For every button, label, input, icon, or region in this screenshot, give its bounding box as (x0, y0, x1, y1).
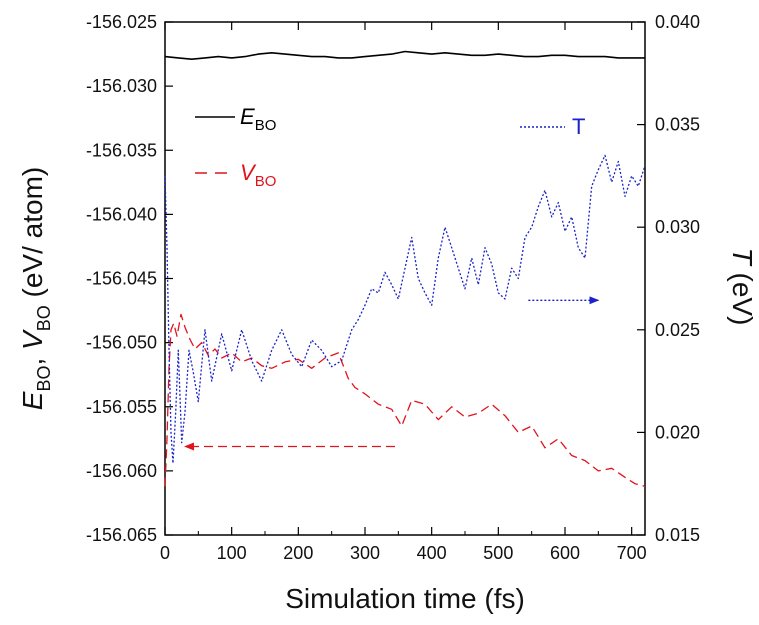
y-left-axis-label: EBO, VBO (eV/ atom) (17, 167, 54, 410)
legend-label-t: T (572, 114, 585, 139)
y-right-tick-label: 0.035 (655, 115, 700, 135)
y-right-tick-label: 0.020 (655, 422, 700, 442)
y-right-tick-label: 0.030 (655, 217, 700, 237)
legend-main: T (572, 114, 585, 139)
x-tick-label: 700 (617, 543, 647, 563)
x-tick-label: 300 (350, 543, 380, 563)
plot-frame (164, 21, 646, 536)
y-left-tick-label: -156.055 (86, 397, 157, 417)
series-line-t (164, 154, 646, 464)
y-left-label-sep: , (17, 350, 48, 366)
y-left-tick-label: -156.025 (86, 12, 157, 32)
y-right-label-main: T (727, 248, 758, 267)
legend-label-e-bo: EBO (240, 104, 276, 134)
y-left-tick-label: -156.045 (86, 269, 157, 289)
x-tick-label: 200 (283, 543, 313, 563)
y-left-tick-label: -156.040 (86, 204, 157, 224)
series-line-e-bo (164, 50, 645, 61)
series-layer (164, 50, 646, 487)
legend-main: V (240, 160, 257, 185)
y-left-label-main1: E (17, 391, 48, 410)
y-right-tick-label: 0.040 (655, 12, 700, 32)
y-right-axis-label: T (eV) (727, 248, 758, 326)
y-left-tick-label: -156.030 (86, 76, 157, 96)
annotations (184, 296, 600, 451)
plot-area-border (164, 21, 646, 536)
y-left-tick-label: -156.060 (86, 461, 157, 481)
y-left-label-main2: V (17, 329, 48, 350)
x-tick-label: 100 (217, 543, 247, 563)
y-left-label-unit: (eV/ atom) (17, 167, 48, 305)
legend-sub: BO (255, 173, 277, 190)
y-left-label-sub1: BO (34, 366, 54, 392)
x-tick-label: 600 (550, 543, 580, 563)
x-tick-label: 500 (483, 543, 513, 563)
legend-main: E (240, 104, 255, 129)
y-right-tick-label: 0.015 (655, 525, 700, 545)
legend-label-v-bo: VBO (240, 160, 276, 190)
y-left-label-sub2: BO (34, 305, 54, 331)
x-axis-label: Simulation time (fs) (285, 583, 525, 614)
legend-sub: BO (255, 117, 277, 134)
x-tick-label: 400 (417, 543, 447, 563)
labels: Simulation time (fs)EBO, VBO (eV/ atom) T… (17, 167, 758, 614)
y-right-tick-label: 0.025 (655, 320, 700, 340)
y-right-label-unit: (eV) (727, 265, 758, 326)
y-left-tick-label: -156.050 (86, 333, 157, 353)
y-left-tick-label: -156.065 (86, 525, 157, 545)
series-line-v-bo (164, 313, 646, 487)
ticks: 0 100 200 300 400 500 600 700 -156.025 -156.030 -1… (86, 12, 700, 563)
y-left-tick-label: -156.035 (86, 140, 157, 160)
x-tick-label: 0 (160, 543, 170, 563)
